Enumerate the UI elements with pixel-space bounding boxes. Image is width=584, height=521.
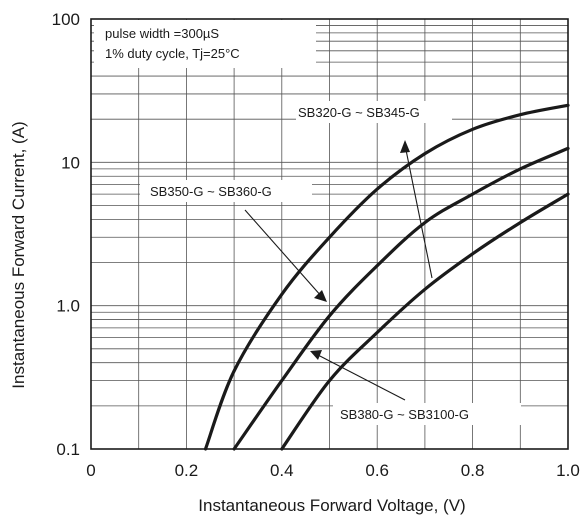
arrow-series-3-head [310, 350, 322, 360]
y-tick-label: 10 [61, 153, 80, 172]
y-tick-label: 100 [52, 10, 80, 29]
annotation-series-3-label: SB380-G ~ SB3100-G [340, 407, 469, 422]
condition-line-2: 1% duty cycle, Tj=25°C [105, 46, 240, 61]
arrow-series-2-head [314, 290, 327, 302]
x-tick-label: 0.8 [461, 461, 485, 480]
x-tick-label: 0.2 [175, 461, 199, 480]
arrow-series-1-line [404, 144, 433, 279]
grid [91, 19, 568, 449]
x-axis-title: Instantaneous Forward Voltage, (V) [198, 496, 465, 515]
x-tick-label: 0.4 [270, 461, 294, 480]
conditions-box: pulse width =300µS 1% duty cycle, Tj=25°… [94, 20, 316, 68]
y-axis-title: Instantaneous Forward Current, (A) [9, 121, 28, 388]
x-tick-label: 1.0 [556, 461, 580, 480]
tick-labels: 0 0.2 0.4 0.6 0.8 1.0 0.1 1.0 10 100 [52, 10, 580, 480]
annotation-arrows [244, 140, 433, 401]
annotation-series-2-bg [140, 180, 312, 202]
annotation-series-1-label: SB320-G ~ SB345-G [298, 105, 420, 120]
conditions-box-bg [94, 20, 316, 68]
annotation-series-3: SB380-G ~ SB3100-G [333, 403, 521, 425]
plot-frame [90, 18, 569, 450]
series-line-1 [203, 103, 570, 451]
x-tick-label: 0 [86, 461, 95, 480]
series-line-2 [232, 146, 570, 451]
annotation-series-2: SB350-G ~ SB360-G [140, 180, 312, 202]
y-tick-label: 1.0 [56, 297, 80, 316]
curves [203, 103, 570, 451]
condition-line-1: pulse width =300µS [105, 26, 219, 41]
annotation-series-2-label: SB350-G ~ SB360-G [150, 184, 272, 199]
x-tick-label: 0.6 [365, 461, 389, 480]
annotation-series-3-bg [333, 403, 521, 425]
annotation-series-1-bg [296, 101, 452, 123]
annotation-series-1: SB320-G ~ SB345-G [296, 101, 452, 123]
arrow-series-2-line [244, 209, 323, 298]
series-line-3 [280, 192, 570, 451]
arrow-series-3-line [315, 353, 406, 401]
y-tick-label: 0.1 [56, 440, 80, 459]
arrow-series-1-head [400, 140, 410, 153]
